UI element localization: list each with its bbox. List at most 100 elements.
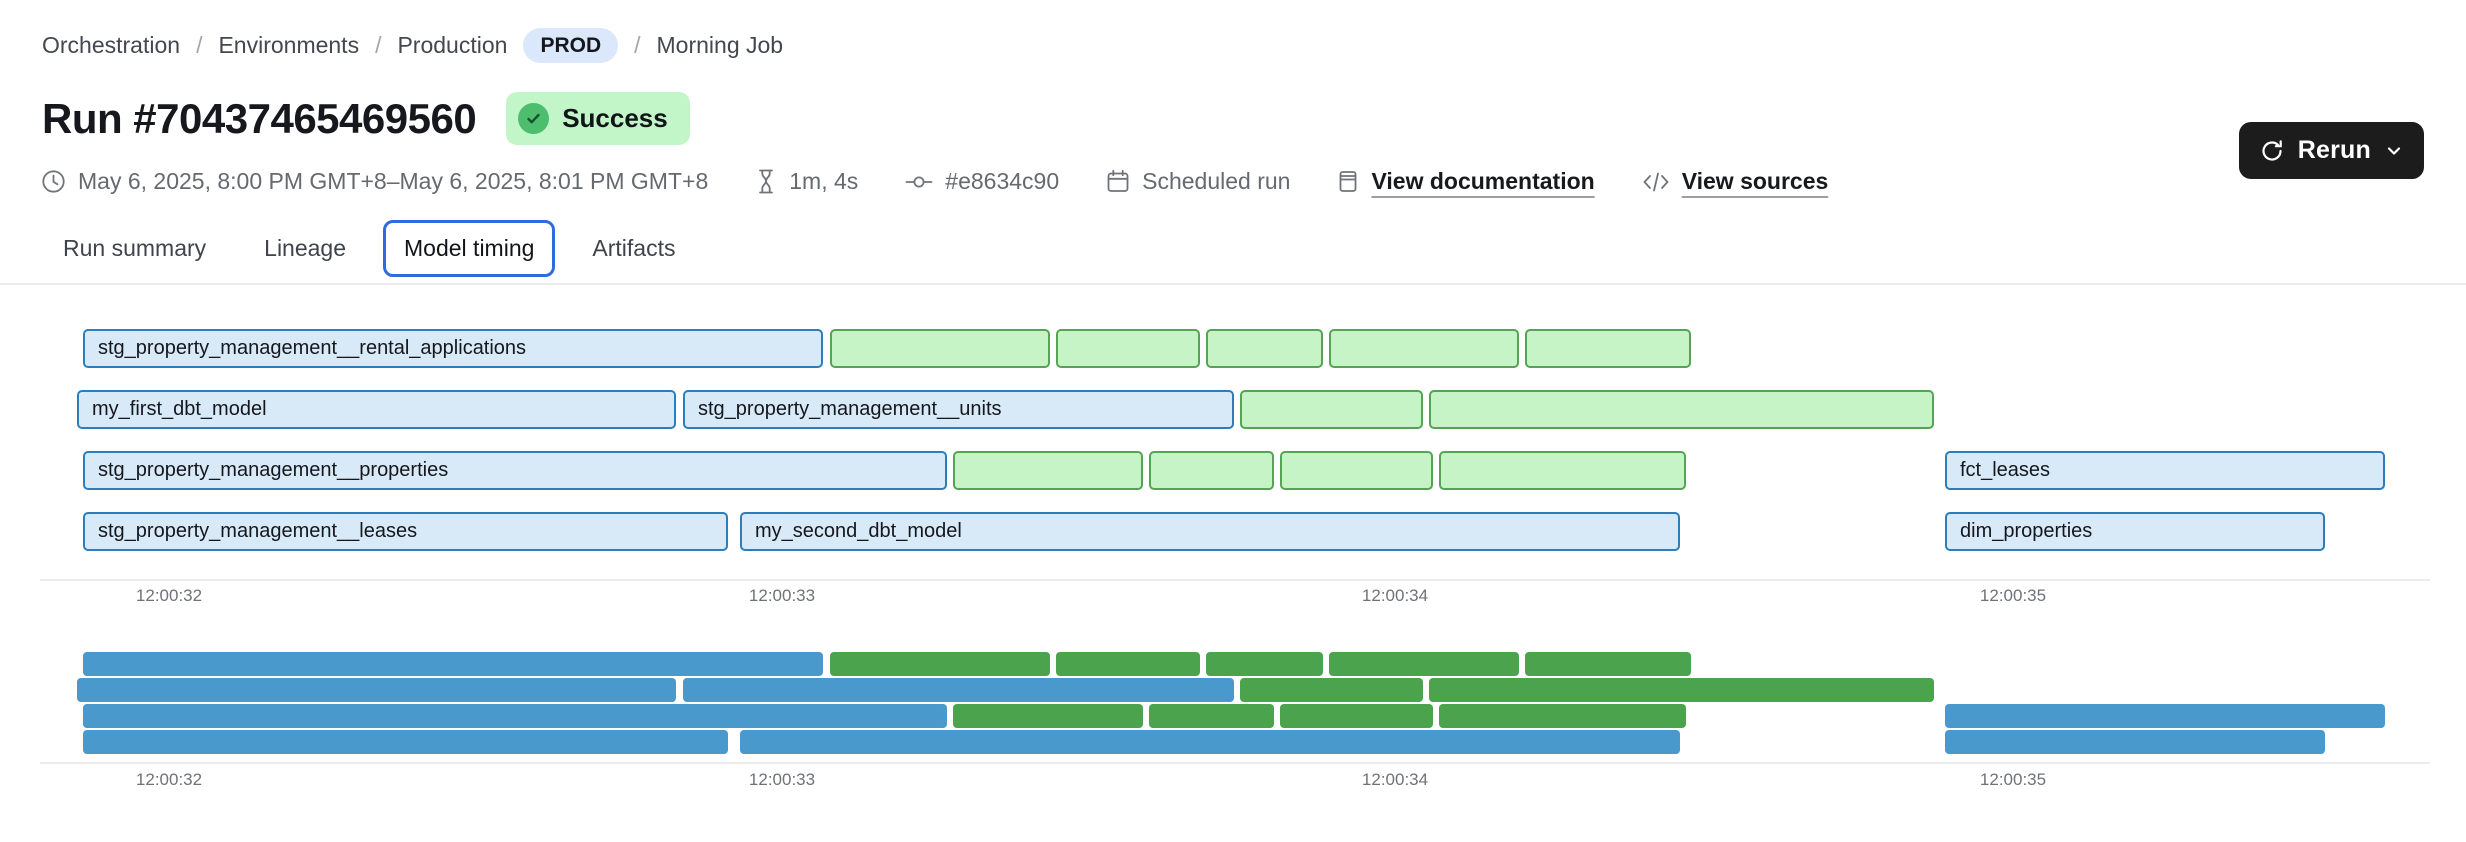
run-tabs: Run summary Lineage Model timing Artifac… <box>42 220 696 277</box>
commit-hash: #e8634c90 <box>904 168 1059 195</box>
timing-bar[interactable] <box>1206 329 1323 368</box>
minimap-bar <box>1280 704 1433 728</box>
timing-bar[interactable] <box>1429 390 1934 429</box>
timing-bar-label: fct_leases <box>1960 459 2050 482</box>
run-date-range: May 6, 2025, 8:00 PM GMT+8–May 6, 2025, … <box>40 168 708 195</box>
timing-bar[interactable] <box>953 451 1143 490</box>
axis-tick-label: 12:00:35 <box>1980 586 2046 606</box>
prod-environment-badge: PROD <box>523 28 618 63</box>
axis-tick-label: 12:00:34 <box>1362 586 1428 606</box>
page-title: Run #70437465469560 <box>42 95 476 143</box>
minimap-bar <box>1206 652 1323 676</box>
success-check-icon <box>518 103 549 134</box>
timing-bar[interactable]: my_first_dbt_model <box>77 390 676 429</box>
view-sources-label[interactable]: View sources <box>1682 168 1829 195</box>
timing-bar-label: dim_properties <box>1960 520 2092 543</box>
timing-bar-label: stg_property_management__rental_applicat… <box>98 337 526 360</box>
breadcrumb-morning-job[interactable]: Morning Job <box>657 32 784 59</box>
timing-bar[interactable]: dim_properties <box>1945 512 2325 551</box>
timing-bar-label: my_second_dbt_model <box>755 520 962 543</box>
status-badge-label: Success <box>562 103 668 134</box>
tab-lineage[interactable]: Lineage <box>243 220 367 277</box>
axis-tick-label: 12:00:33 <box>749 586 815 606</box>
timing-bar-label: stg_property_management__properties <box>98 459 448 482</box>
run-meta-row: May 6, 2025, 8:00 PM GMT+8–May 6, 2025, … <box>40 168 2206 195</box>
tab-run-summary[interactable]: Run summary <box>42 220 227 277</box>
timing-bar[interactable]: stg_property_management__leases <box>83 512 728 551</box>
trigger-text: Scheduled run <box>1142 168 1290 195</box>
timing-bar[interactable]: my_second_dbt_model <box>740 512 1680 551</box>
commit-hash-text: #e8634c90 <box>945 168 1059 195</box>
timing-bar[interactable]: stg_property_management__properties <box>83 451 947 490</box>
timing-bar-label: stg_property_management__units <box>698 398 1002 421</box>
timing-bar-label: stg_property_management__leases <box>98 520 417 543</box>
run-trigger: Scheduled run <box>1105 168 1290 195</box>
timing-bar[interactable]: stg_property_management__rental_applicat… <box>83 329 823 368</box>
view-sources-link[interactable]: View sources <box>1641 168 1829 195</box>
minimap-bar <box>1429 678 1934 702</box>
rerun-button-label: Rerun <box>2298 136 2371 165</box>
breadcrumb: Orchestration / Environments / Productio… <box>42 28 783 63</box>
axis-tick-label: 12:00:35 <box>1980 770 2046 790</box>
minimap-bar <box>1945 704 2385 728</box>
breadcrumb-separator: / <box>375 32 381 59</box>
timing-bar[interactable] <box>1329 329 1519 368</box>
minimap-bar <box>77 678 676 702</box>
timing-bar[interactable] <box>1240 390 1423 429</box>
date-range-text: May 6, 2025, 8:00 PM GMT+8–May 6, 2025, … <box>78 168 708 195</box>
timing-bar[interactable] <box>1280 451 1433 490</box>
rerun-button[interactable]: Rerun <box>2239 122 2424 179</box>
code-icon <box>1641 170 1671 194</box>
minimap-bar <box>83 652 823 676</box>
breadcrumb-environments[interactable]: Environments <box>218 32 359 59</box>
timing-bar[interactable] <box>1149 451 1274 490</box>
breadcrumb-separator: / <box>196 32 202 59</box>
minimap-bar <box>1329 652 1519 676</box>
tab-artifacts[interactable]: Artifacts <box>571 220 696 277</box>
axis-line-top <box>40 579 2430 581</box>
view-documentation-link[interactable]: View documentation <box>1336 168 1594 195</box>
minimap-bar <box>683 678 1234 702</box>
view-documentation-label[interactable]: View documentation <box>1371 168 1594 195</box>
minimap-bar <box>953 704 1143 728</box>
axis-tick-label: 12:00:32 <box>136 770 202 790</box>
axis-tick-label: 12:00:32 <box>136 586 202 606</box>
calendar-icon <box>1105 168 1131 195</box>
minimap-bar <box>83 730 728 754</box>
timing-bar[interactable] <box>1439 451 1686 490</box>
document-icon <box>1336 168 1360 195</box>
tabs-divider <box>0 283 2466 285</box>
timing-bar[interactable]: fct_leases <box>1945 451 2385 490</box>
title-row: Run #70437465469560 Success <box>42 92 690 145</box>
minimap-bar <box>1240 678 1423 702</box>
clock-icon <box>40 168 67 195</box>
minimap-bar <box>83 704 947 728</box>
refresh-icon <box>2259 138 2285 164</box>
tab-model-timing[interactable]: Model timing <box>383 220 555 277</box>
minimap-bar <box>740 730 1680 754</box>
duration-text: 1m, 4s <box>789 168 858 195</box>
timing-bar[interactable]: stg_property_management__units <box>683 390 1234 429</box>
chevron-down-icon[interactable] <box>2384 141 2404 161</box>
status-badge: Success <box>506 92 690 145</box>
minimap-bar <box>1056 652 1200 676</box>
axis-tick-label: 12:00:34 <box>1362 770 1428 790</box>
timing-bar[interactable] <box>1525 329 1691 368</box>
axis-tick-label: 12:00:33 <box>749 770 815 790</box>
minimap-bar <box>1149 704 1274 728</box>
timing-bar[interactable] <box>1056 329 1200 368</box>
minimap-bar <box>1439 704 1686 728</box>
run-duration: 1m, 4s <box>754 168 858 195</box>
minimap-bar <box>830 652 1050 676</box>
breadcrumb-production[interactable]: Production <box>397 32 507 59</box>
hourglass-icon <box>754 168 778 195</box>
commit-icon <box>904 169 934 195</box>
axis-line-bottom <box>40 762 2430 764</box>
breadcrumb-orchestration[interactable]: Orchestration <box>42 32 180 59</box>
timing-bar[interactable] <box>830 329 1050 368</box>
run-detail-page: Orchestration / Environments / Productio… <box>0 0 2466 842</box>
minimap-bar <box>1945 730 2325 754</box>
minimap-bar <box>1525 652 1691 676</box>
breadcrumb-separator: / <box>634 32 640 59</box>
timing-bar-label: my_first_dbt_model <box>92 398 267 421</box>
